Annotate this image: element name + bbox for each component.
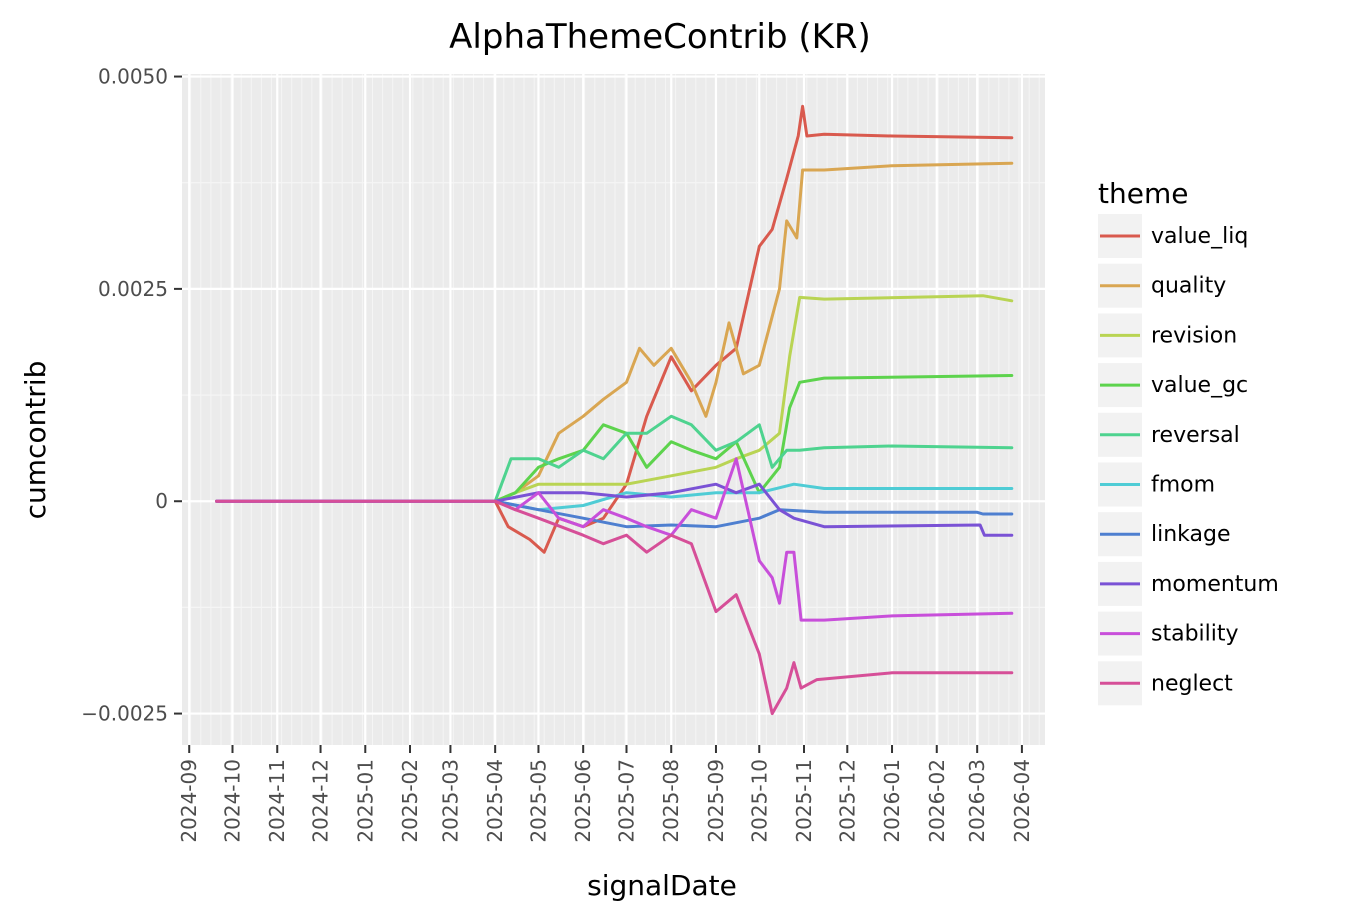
x-tick-label: 2024-11 [265, 759, 289, 843]
x-tick-label: 2026-03 [965, 759, 989, 843]
y-axis: 0.0050 0.0025 0 −0.0025 [81, 65, 182, 726]
legend-title: theme [1098, 177, 1188, 210]
x-axis: 2024-09 2024-10 2024-11 2024-12 2025-01 2025-… [177, 745, 1034, 843]
legend-label: revision [1151, 323, 1237, 348]
x-tick-label: 2025-03 [438, 759, 462, 843]
x-tick-label: 2025-06 [571, 759, 595, 843]
legend-label: stability [1151, 622, 1239, 647]
y-tick-label: −0.0025 [81, 702, 168, 726]
x-tick-label: 2026-02 [925, 759, 949, 843]
x-tick-label: 2025-04 [483, 759, 507, 843]
legend-item-quality: quality [1098, 263, 1226, 308]
grid-minor [182, 74, 1045, 745]
series-line-momentum [215, 482, 1014, 537]
legend-item-fmom: fmom [1098, 462, 1215, 507]
legend-label: linkage [1151, 522, 1231, 547]
series-line-revision [215, 294, 1014, 503]
x-tick-label: 2026-04 [1010, 759, 1034, 843]
x-tick-label: 2025-07 [614, 759, 638, 843]
legend-item-value_liq: value_liq [1098, 214, 1248, 258]
series-line-quality [215, 161, 1014, 503]
x-tick-label: 2025-01 [353, 759, 377, 843]
panel-background [182, 74, 1045, 745]
legend-item-value_gc: value_gc [1098, 363, 1248, 408]
x-axis-title: signalDate [587, 869, 737, 902]
series-line-neglect [215, 499, 1014, 716]
x-tick-label: 2025-12 [835, 759, 859, 843]
x-tick-label: 2025-08 [659, 759, 683, 843]
y-tick-label: 0.0050 [98, 65, 168, 89]
series-lines [215, 104, 1014, 716]
legend-label: neglect [1151, 671, 1233, 696]
legend-label: quality [1151, 274, 1226, 299]
legend-label: fmom [1151, 473, 1215, 498]
x-tick-label: 2025-11 [792, 759, 816, 843]
series-line-linkage [215, 499, 1014, 529]
legend-label: value_liq [1151, 224, 1248, 249]
x-tick-label: 2024-10 [221, 759, 245, 843]
x-tick-label: 2024-09 [177, 759, 201, 843]
y-tick-label: 0 [155, 489, 168, 513]
chart-title: AlphaThemeContrib (KR) [449, 17, 871, 57]
legend-item-linkage: linkage [1098, 512, 1231, 557]
y-tick-label: 0.0025 [98, 277, 168, 301]
x-tick-label: 2025-09 [704, 759, 728, 843]
series-line-reversal [215, 414, 1014, 503]
legend-label: momentum [1151, 572, 1279, 597]
plot-panel [182, 74, 1045, 745]
x-tick-label: 2025-10 [747, 759, 771, 843]
series-line-value_liq [215, 104, 1014, 554]
series-line-value_gc [215, 374, 1014, 503]
legend-item-neglect: neglect [1098, 661, 1233, 706]
series-line-stability [215, 457, 1014, 622]
x-tick-label: 2026-01 [880, 759, 904, 843]
legend-item-revision: revision [1098, 313, 1237, 358]
x-tick-label: 2025-05 [526, 759, 550, 843]
legend-item-stability: stability [1098, 611, 1239, 656]
y-axis-title: cumcontrib [19, 361, 52, 520]
legend-label: value_gc [1151, 373, 1248, 398]
x-tick-label: 2025-02 [398, 759, 422, 843]
legend-label: reversal [1151, 423, 1240, 448]
legend-item-reversal: reversal [1098, 412, 1240, 457]
legend-item-momentum: momentum [1098, 561, 1279, 606]
x-tick-label: 2024-12 [309, 759, 333, 843]
